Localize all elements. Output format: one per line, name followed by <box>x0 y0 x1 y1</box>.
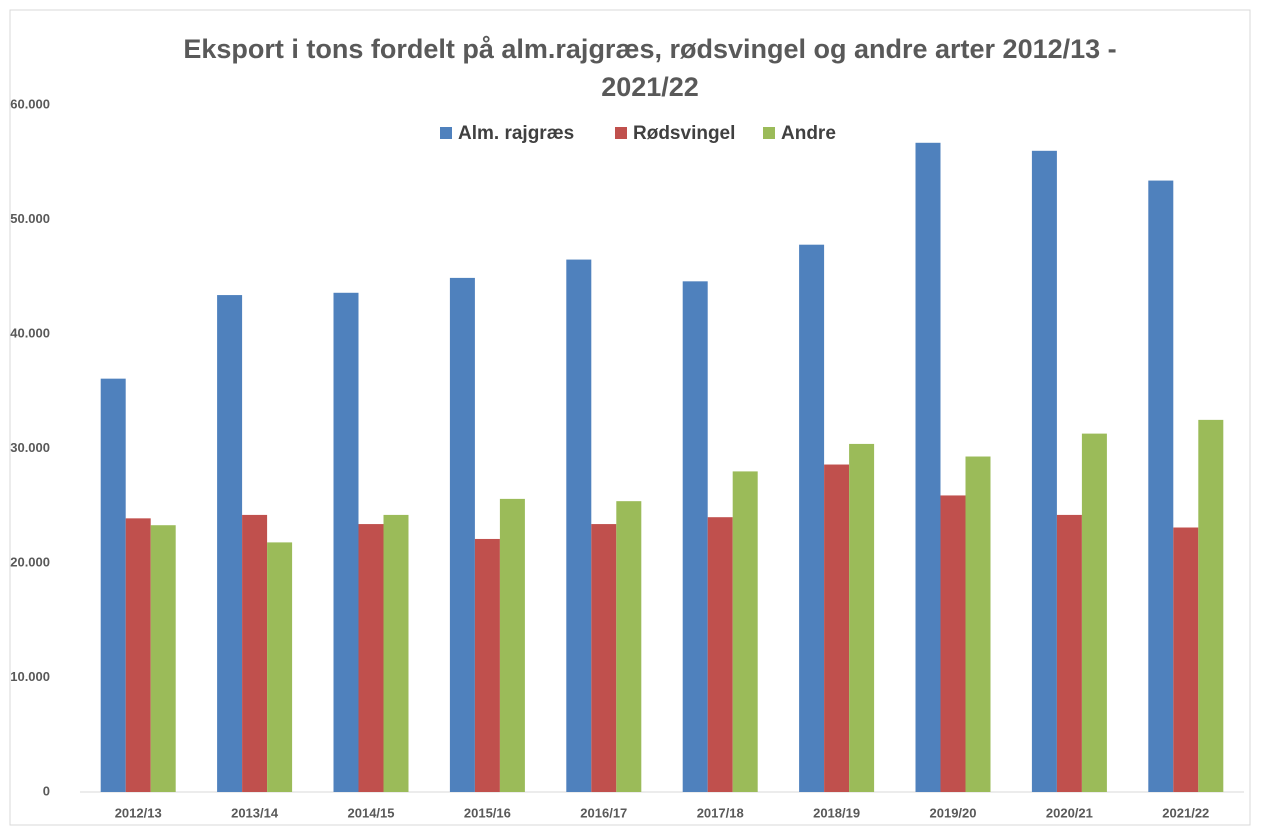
x-tick-label: 2012/13 <box>115 805 162 820</box>
bar <box>591 524 617 792</box>
x-tick-label: 2020/21 <box>1046 805 1093 820</box>
bar <box>707 517 733 792</box>
bar <box>940 495 966 792</box>
y-tick-label: 40.000 <box>10 325 50 340</box>
y-tick-label: 0 <box>43 783 50 798</box>
bar <box>499 498 525 792</box>
x-tick-label: 2013/14 <box>231 805 279 820</box>
x-tick-label: 2016/17 <box>580 805 627 820</box>
bar <box>566 259 592 792</box>
bar <box>474 538 500 792</box>
bar <box>1173 527 1199 792</box>
bar <box>799 244 825 792</box>
y-tick-label: 20.000 <box>10 554 50 569</box>
y-tick-label: 30.000 <box>10 440 50 455</box>
chart-title: Eksport i tons fordelt på alm.rajgræs, r… <box>183 34 1117 102</box>
chart-border <box>9 9 1251 826</box>
bar <box>217 295 243 792</box>
bar <box>267 542 293 792</box>
y-tick-label: 10.000 <box>10 669 50 684</box>
bar <box>616 501 642 792</box>
bar <box>1081 433 1107 792</box>
bar <box>965 456 991 792</box>
x-tick-label: 2021/22 <box>1162 805 1209 820</box>
x-tick-label: 2014/15 <box>348 805 395 820</box>
bar <box>242 514 268 792</box>
legend-swatch <box>615 127 627 139</box>
bar <box>333 292 359 792</box>
legend-swatch <box>440 127 452 139</box>
bar <box>1148 180 1174 792</box>
x-tick-label: 2018/19 <box>813 805 860 820</box>
x-tick-label: 2015/16 <box>464 805 511 820</box>
x-tick-label: 2019/20 <box>930 805 977 820</box>
bar <box>449 277 475 792</box>
bar <box>849 443 875 792</box>
x-tick-label: 2017/18 <box>697 805 744 820</box>
bar <box>1031 150 1057 793</box>
bar <box>732 471 758 792</box>
y-tick-label: 50.000 <box>10 211 50 226</box>
bar <box>682 281 708 792</box>
bar <box>100 378 126 792</box>
bar <box>824 464 850 792</box>
y-tick-label: 60.000 <box>10 96 50 111</box>
legend-label: Andre <box>781 123 836 144</box>
legend-label: Rødsvingel <box>633 123 735 144</box>
bar <box>1198 419 1224 792</box>
bar <box>915 142 941 792</box>
legend-label: Alm. rajgræs <box>458 123 574 144</box>
legend-swatch <box>763 127 775 139</box>
bar <box>383 514 409 792</box>
bar <box>1056 514 1082 792</box>
bar <box>150 525 176 792</box>
bar <box>125 518 151 792</box>
bar <box>358 524 384 792</box>
